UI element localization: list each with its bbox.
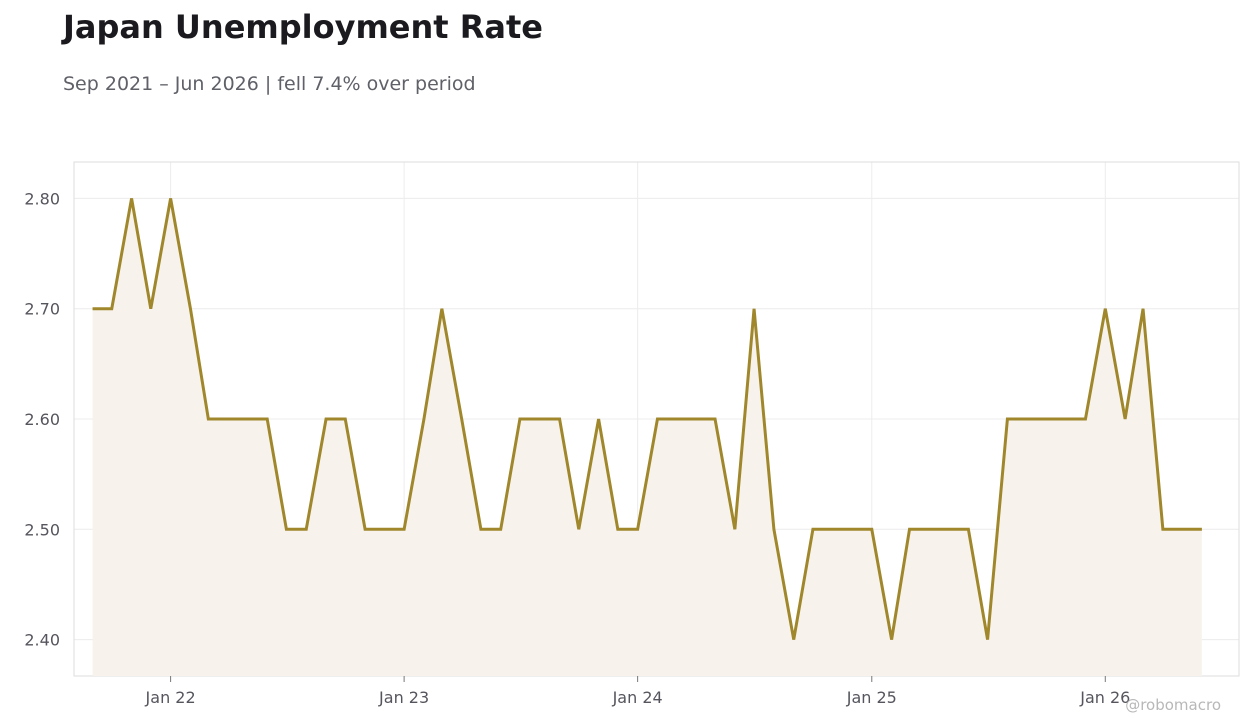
chart-title: Japan Unemployment Rate bbox=[63, 8, 543, 46]
x-tick-label: Jan 22 bbox=[145, 688, 196, 707]
y-tick-label: 2.40 bbox=[24, 631, 60, 650]
x-axis-ticks: Jan 22 Jan 23 Jan 24 Jan 25 Jan 26 bbox=[145, 676, 1130, 707]
y-tick-label: 2.70 bbox=[24, 300, 60, 319]
series-line bbox=[92, 198, 1202, 640]
y-tick-label: 2.60 bbox=[24, 410, 60, 429]
series-line-group bbox=[92, 198, 1202, 640]
x-tick-label: Jan 23 bbox=[378, 688, 429, 707]
y-tick-label: 2.50 bbox=[24, 520, 60, 539]
x-tick-label: Jan 26 bbox=[1079, 688, 1130, 707]
series-area bbox=[92, 198, 1202, 676]
series-area-group bbox=[92, 198, 1202, 676]
x-tick-label: Jan 25 bbox=[846, 688, 897, 707]
x-tick-label: Jan 24 bbox=[612, 688, 663, 707]
watermark: @robomacro bbox=[1125, 696, 1221, 714]
y-axis-tick-labels: 2.40 2.50 2.60 2.70 2.80 bbox=[24, 189, 60, 649]
chart-subtitle: Sep 2021 – Jun 2026 | fell 7.4% over per… bbox=[63, 73, 476, 95]
y-tick-label: 2.80 bbox=[24, 189, 60, 208]
